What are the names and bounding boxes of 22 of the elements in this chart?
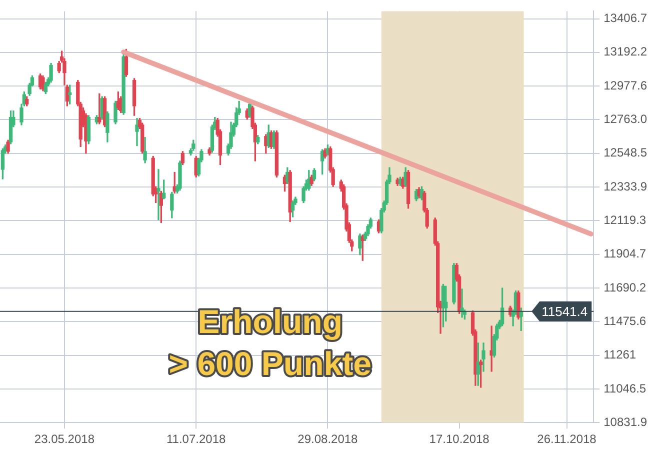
y-tick-label: 11904.7: [604, 246, 646, 261]
annotation: Erholung: [198, 303, 343, 340]
x-tick-label: 26.11.2018: [537, 432, 597, 446]
candlestick: [156, 169, 160, 220]
y-tick-label: 11475.6: [604, 314, 646, 328]
x-tick-label: 17.10.2018: [429, 432, 490, 446]
x-tick-label: 11.07.2018: [166, 432, 226, 446]
ref-line-label: 11541.4: [542, 304, 588, 319]
y-tick-label: 12119.3: [604, 213, 646, 227]
y-tick-label: 11690.2: [604, 280, 646, 294]
y-tick-label: 12763.0: [604, 112, 648, 126]
x-tick-label: 29.08.2018: [298, 432, 358, 446]
y-tick-label: 11046.5: [604, 381, 646, 396]
y-tick-label: 13192.2: [604, 44, 648, 59]
x-tick-label: 23.05.2018: [34, 432, 95, 446]
y-tick-label: 12333.9: [604, 179, 648, 194]
y-tick-label: 11261: [604, 348, 636, 362]
y-tick-label: 13406.7: [604, 11, 648, 26]
y-tick-label: 10831.9: [604, 414, 648, 429]
annotation: > 600 Punkte: [168, 345, 372, 382]
y-tick-label: 12548.5: [604, 146, 648, 160]
y-tick-label: 12977.6: [604, 78, 648, 92]
